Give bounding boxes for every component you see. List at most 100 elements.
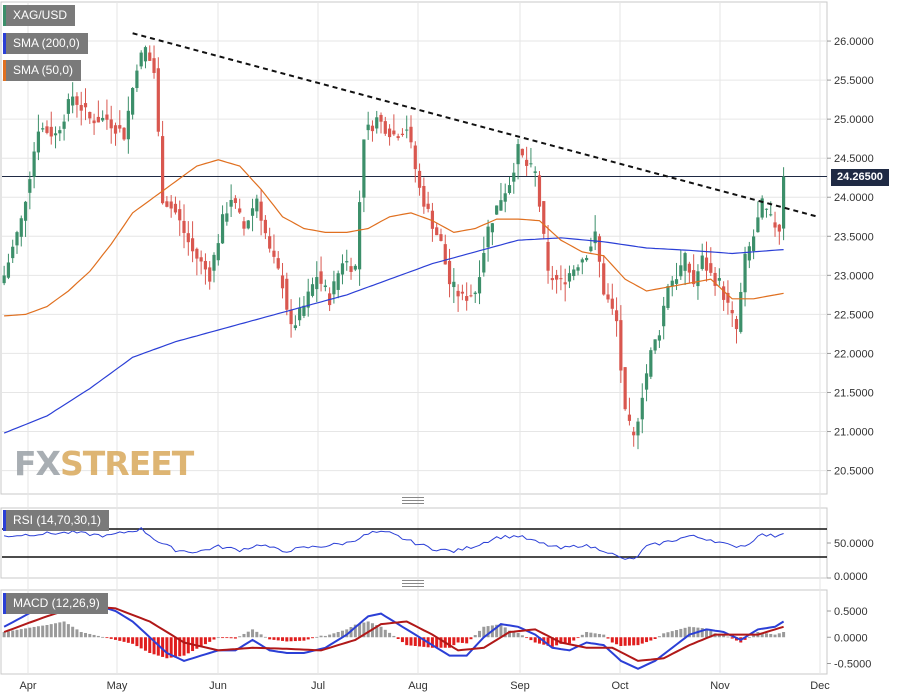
macd-histogram-bar xyxy=(409,637,413,646)
candle-body xyxy=(413,145,417,170)
macd-histogram-bar xyxy=(131,637,135,644)
macd-histogram-bar xyxy=(375,625,379,638)
legend-sma50[interactable]: SMA (50,0) xyxy=(3,60,82,81)
candle-body xyxy=(516,144,520,165)
macd-layer[interactable] xyxy=(2,594,786,670)
macd-histogram-bar xyxy=(49,624,53,638)
macd-histogram-bar xyxy=(615,637,619,645)
candle-body xyxy=(131,87,135,115)
candle-body xyxy=(15,232,19,246)
candle-body xyxy=(41,128,45,130)
macd-histogram-bar xyxy=(259,634,263,638)
y-tick-label: 25.0000 xyxy=(834,114,874,126)
macd-histogram-bar xyxy=(392,635,396,638)
macd-histogram-bar xyxy=(268,637,272,640)
candle-body xyxy=(756,217,760,233)
candle-body xyxy=(692,270,696,285)
candle-body xyxy=(332,281,336,295)
candle-body xyxy=(66,99,70,114)
macd-histogram-bar xyxy=(623,637,627,646)
candle-body xyxy=(289,309,293,325)
legend-label-sma50: SMA (50,0) xyxy=(13,63,74,77)
candle-body xyxy=(503,193,507,202)
macd-histogram-bar xyxy=(306,637,310,640)
macd-histogram-bar xyxy=(126,637,130,643)
macd-histogram-bar xyxy=(251,629,255,638)
macd-histogram-bar xyxy=(96,635,100,638)
candle-body xyxy=(580,259,584,263)
candle-body xyxy=(550,278,554,281)
candle-body xyxy=(276,258,280,269)
candle-body xyxy=(246,220,250,229)
candle-body xyxy=(45,126,49,133)
macd-histogram-bar xyxy=(41,625,45,638)
legend-label-rsi: RSI (14,70,30,1) xyxy=(13,513,102,527)
macd-histogram-bar xyxy=(148,637,152,653)
macd-histogram-bar xyxy=(293,637,297,642)
candle-body xyxy=(83,103,88,108)
x-tick-label: Aug xyxy=(408,680,428,692)
candle-body xyxy=(225,213,229,222)
macd-histogram-bar xyxy=(572,637,576,641)
candle-body xyxy=(559,278,563,280)
macd-histogram-bar xyxy=(687,626,691,638)
candle-body xyxy=(259,201,263,221)
macd-histogram-bar xyxy=(186,637,190,654)
fxstreet-watermark: FXSTREET xyxy=(14,444,194,483)
macd-histogram-bar xyxy=(760,632,764,638)
macd-histogram-bar xyxy=(225,637,229,639)
legend-xagusd[interactable]: XAG/USD xyxy=(3,5,76,26)
macd-histogram-bar xyxy=(32,626,36,638)
macd-histogram-bar xyxy=(640,637,644,644)
macd-histogram-bar xyxy=(730,637,734,639)
candle-body xyxy=(417,170,422,188)
macd-histogram-bar xyxy=(152,637,156,655)
candle-body xyxy=(670,280,674,287)
candle-body xyxy=(739,291,743,332)
macd-histogram-bar xyxy=(764,633,768,638)
candle-body xyxy=(747,246,751,261)
macd-histogram-bar xyxy=(508,630,512,638)
legend-rsi[interactable]: RSI (14,70,30,1) xyxy=(3,510,110,531)
macd-histogram-bar xyxy=(413,637,417,646)
legend-sma200[interactable]: SMA (200,0) xyxy=(3,33,88,54)
macd-histogram-bar xyxy=(777,633,781,638)
candle-body xyxy=(709,263,713,273)
candle-body xyxy=(173,203,178,213)
candle-body xyxy=(653,339,657,351)
macd-histogram-bar xyxy=(66,624,70,638)
panel-resize-handle-macd[interactable] xyxy=(402,580,424,587)
rsi-layer[interactable] xyxy=(2,526,827,560)
candle-body xyxy=(208,267,212,282)
candle-body xyxy=(452,281,456,288)
macd-histogram-bar xyxy=(537,637,541,644)
candle-body xyxy=(619,320,623,371)
macd-histogram-bar xyxy=(118,637,122,641)
macd-histogram-bar xyxy=(195,637,199,649)
y-tick-label: 21.0000 xyxy=(834,427,874,439)
x-tick-label: Jul xyxy=(311,680,325,692)
macd-histogram-bar xyxy=(645,637,649,643)
macd-histogram-bar xyxy=(113,637,117,640)
panel-resize-handle-rsi[interactable] xyxy=(402,497,424,504)
macd-histogram-bar xyxy=(709,630,713,638)
macd-histogram-bar xyxy=(679,628,683,638)
price-layer[interactable] xyxy=(2,32,827,450)
macd-histogram-bar xyxy=(88,633,92,638)
macd-histogram-bar xyxy=(400,637,404,643)
candle-body xyxy=(345,261,349,263)
candle-body xyxy=(546,241,550,271)
macd-histogram-bar xyxy=(36,626,40,638)
macd-histogram-bar xyxy=(281,637,285,641)
legend-macd[interactable]: MACD (12,26,9) xyxy=(3,593,108,614)
macd-histogram-bar xyxy=(173,637,177,657)
candle-body xyxy=(614,310,619,322)
legend-label-macd: MACD (12,26,9) xyxy=(13,596,100,610)
candle-body xyxy=(109,119,113,129)
candle-body xyxy=(576,267,580,271)
macd-histogram-bar xyxy=(520,635,524,638)
candle-body xyxy=(19,218,23,237)
macd-histogram-bar xyxy=(285,637,289,642)
macd-y-tick-label: -0.5000 xyxy=(834,659,871,671)
candle-body xyxy=(563,282,567,285)
